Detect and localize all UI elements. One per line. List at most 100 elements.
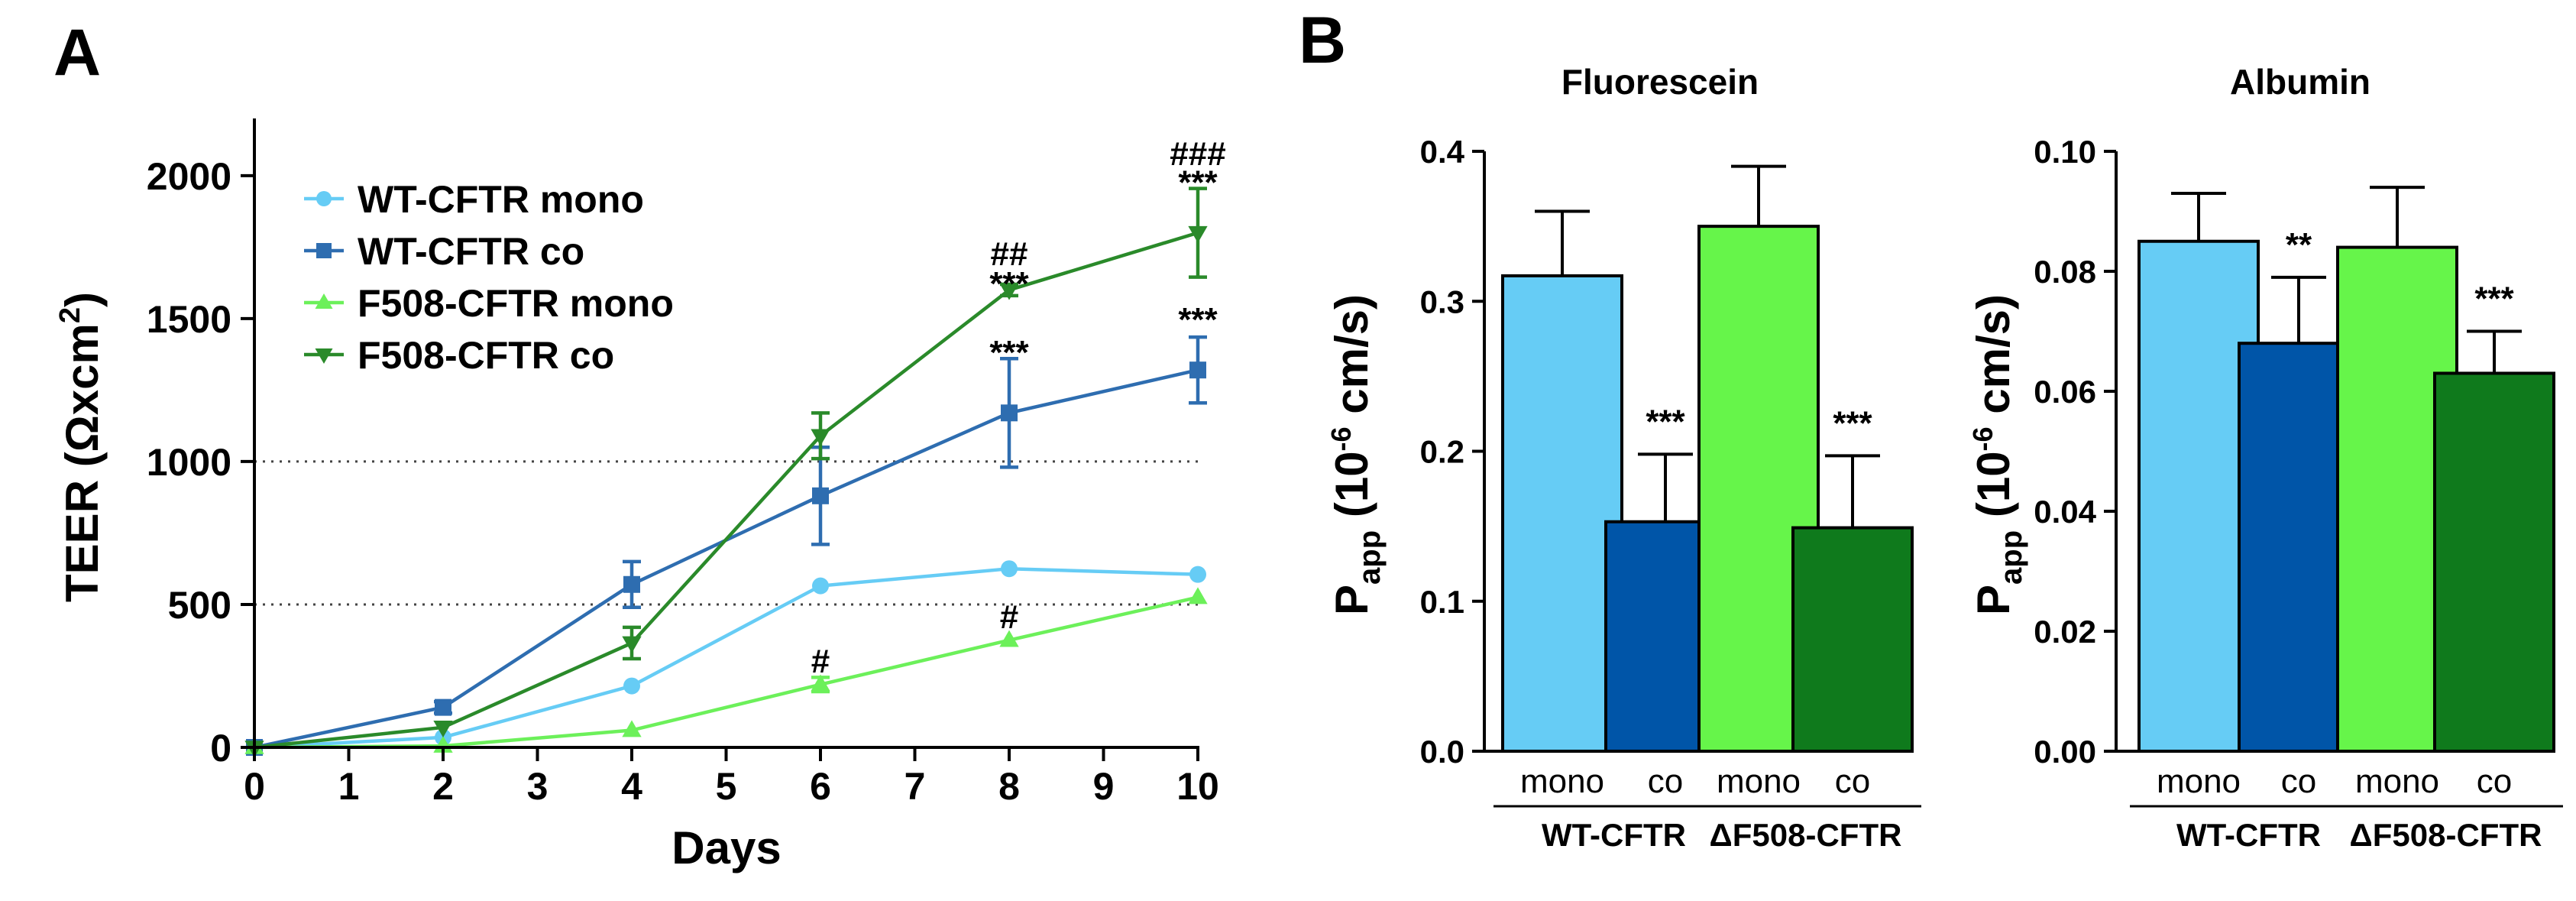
- data-point-f508-cftr-co: [622, 636, 642, 653]
- significance-marker: ***: [2474, 280, 2514, 318]
- group-label-f508-cftr: ΔF508-CFTR: [1710, 817, 1902, 853]
- fluorescein-bar-chart: Fluorescein 0.00.10.20.30.4 *** *** mono c…: [1325, 62, 1921, 853]
- series-lines: [244, 186, 1208, 758]
- panel-label-b: B: [1299, 4, 1346, 77]
- bar-group-3: ***: [1791, 404, 1914, 754]
- x-tick-label: 2: [432, 765, 454, 808]
- group-label-wt-cftr: WT-CFTR: [1542, 817, 1686, 853]
- bars: *** ***: [1501, 164, 1914, 754]
- significance-marker: ##: [991, 235, 1028, 273]
- data-point-f508-cftr-co: [1188, 225, 1208, 243]
- significance-marker: ***: [1646, 403, 1685, 440]
- legend-marker: [315, 348, 333, 364]
- series-wt-cftr-co: [246, 335, 1207, 756]
- significance-marker: ###: [1170, 135, 1225, 173]
- data-point-f508-cftr-co: [811, 429, 830, 446]
- reference-lines: [254, 460, 1198, 606]
- category-label: mono: [2355, 763, 2439, 800]
- x-tick-label: 5: [716, 765, 737, 808]
- bar-group-0: [1501, 209, 1623, 753]
- bar-co: [2433, 371, 2555, 753]
- y-tick-label: 0.06: [2034, 374, 2096, 410]
- legend: WT-CFTR mono WT-CFTR co F508-CFTR mono F508…: [304, 178, 674, 377]
- category-label: co: [2281, 763, 2316, 800]
- y-tick-label: 0.2: [1420, 434, 1464, 470]
- legend-item-f508-cftr-co: F508-CFTR co: [304, 334, 614, 377]
- data-point-f508-cftr-mono: [622, 720, 642, 737]
- y-tick-label: 2000: [147, 155, 231, 198]
- bar-co: [1791, 526, 1914, 754]
- teer-line-chart: 0 500 1000 1500 2000 0 1 2 3 4 5 6 7 8 9 10 WT-CFTR mon…: [54, 118, 1226, 873]
- y-axis-title: Papp (10-6 cm/s): [1967, 294, 2028, 615]
- significance-marker: **: [2286, 226, 2312, 264]
- series-line-wt-cftr-mono: [254, 566, 1199, 750]
- data-point-wt-cftr-co: [623, 575, 640, 593]
- category-label: mono: [2157, 763, 2241, 800]
- x-tick-label: 4: [621, 765, 642, 808]
- y-tick-label: 0.1: [1420, 584, 1464, 620]
- data-point-wt-cftr-mono: [623, 677, 640, 695]
- axes: 0 500 1000 1500 2000 0 1 2 3 4 5 6 7 8 9 10: [147, 118, 1219, 808]
- legend-label: F508-CFTR co: [358, 334, 614, 377]
- y-tick-label: 0.08: [2034, 254, 2096, 290]
- legend-item-wt-cftr-mono: WT-CFTR mono: [304, 178, 644, 221]
- y-tick-label: 0.3: [1420, 284, 1464, 319]
- data-point-wt-cftr-co: [812, 487, 829, 504]
- category-label: mono: [1717, 763, 1801, 800]
- x-tick-label: 10: [1176, 765, 1219, 808]
- bar-group-3: ***: [2433, 280, 2555, 753]
- x-axis-title: Days: [672, 822, 781, 873]
- bar-mono: [1501, 274, 1623, 753]
- significance-marker: #: [811, 643, 830, 680]
- data-point-wt-cftr-mono: [1189, 566, 1206, 583]
- significance-marker: ***: [1178, 164, 1218, 201]
- x-tick-label: 8: [998, 765, 1020, 808]
- series-line-wt-cftr-co: [254, 368, 1199, 750]
- chart-title-albumin: Albumin: [2230, 62, 2371, 102]
- series-f508-cftr-mono: [244, 587, 1208, 754]
- axes: 0.00 0.02 0.04 0.06 0.08 0.10: [2034, 134, 2503, 770]
- y-tick-label: 0.0: [1420, 734, 1464, 770]
- data-point-wt-cftr-mono: [1001, 560, 1018, 578]
- y-tick-label: 0.10: [2034, 134, 2096, 170]
- significance-marker: ***: [1178, 301, 1218, 339]
- category-label: co: [2477, 763, 2512, 800]
- significance-annotations: ###******##******##: [811, 135, 1226, 680]
- y-tick-label: 0.4: [1420, 134, 1465, 170]
- data-point-f508-cftr-mono: [811, 674, 830, 692]
- data-point-wt-cftr-co: [1189, 361, 1206, 379]
- legend-item-f508-cftr-mono: F508-CFTR mono: [304, 282, 674, 325]
- albumin-bar-chart: Albumin 0.000.020.040.060.080.10 ***** m…: [1967, 62, 2563, 853]
- category-label: co: [1648, 763, 1683, 800]
- bars: *****: [2137, 186, 2555, 754]
- x-tick-label: 7: [905, 765, 926, 808]
- y-tick-label: 0.04: [2034, 494, 2096, 530]
- legend-label: F508-CFTR mono: [358, 282, 674, 325]
- x-tick-label: 1: [338, 765, 360, 808]
- series-f508-cftr-co: [244, 186, 1208, 758]
- category-label: mono: [1520, 763, 1604, 800]
- panel-label-a: A: [53, 16, 101, 89]
- significance-marker: ***: [1833, 404, 1872, 442]
- series-line-f508-cftr-mono: [254, 595, 1199, 750]
- legend-marker: [316, 243, 332, 258]
- legend-label: WT-CFTR co: [358, 230, 584, 273]
- y-axis-title: TEER (Ωxcm2): [54, 292, 108, 602]
- data-point-wt-cftr-co: [1001, 404, 1018, 422]
- legend-item-wt-cftr-co: WT-CFTR co: [304, 230, 584, 273]
- legend-label: WT-CFTR mono: [358, 178, 644, 221]
- data-point-wt-cftr-co: [435, 698, 451, 716]
- y-tick-label: 0.02: [2034, 614, 2096, 650]
- series-wt-cftr-mono: [246, 560, 1206, 756]
- significance-marker: ***: [989, 265, 1029, 303]
- data-point-f508-cftr-mono: [1188, 587, 1208, 604]
- y-tick-label: 1500: [147, 298, 231, 341]
- chart-title-fluorescein: Fluorescein: [1561, 62, 1759, 102]
- x-tick-label: 0: [244, 765, 265, 808]
- significance-marker: #: [1000, 598, 1018, 636]
- y-axis-title: Papp (10-6 cm/s): [1325, 294, 1387, 615]
- significance-marker: ***: [989, 334, 1029, 371]
